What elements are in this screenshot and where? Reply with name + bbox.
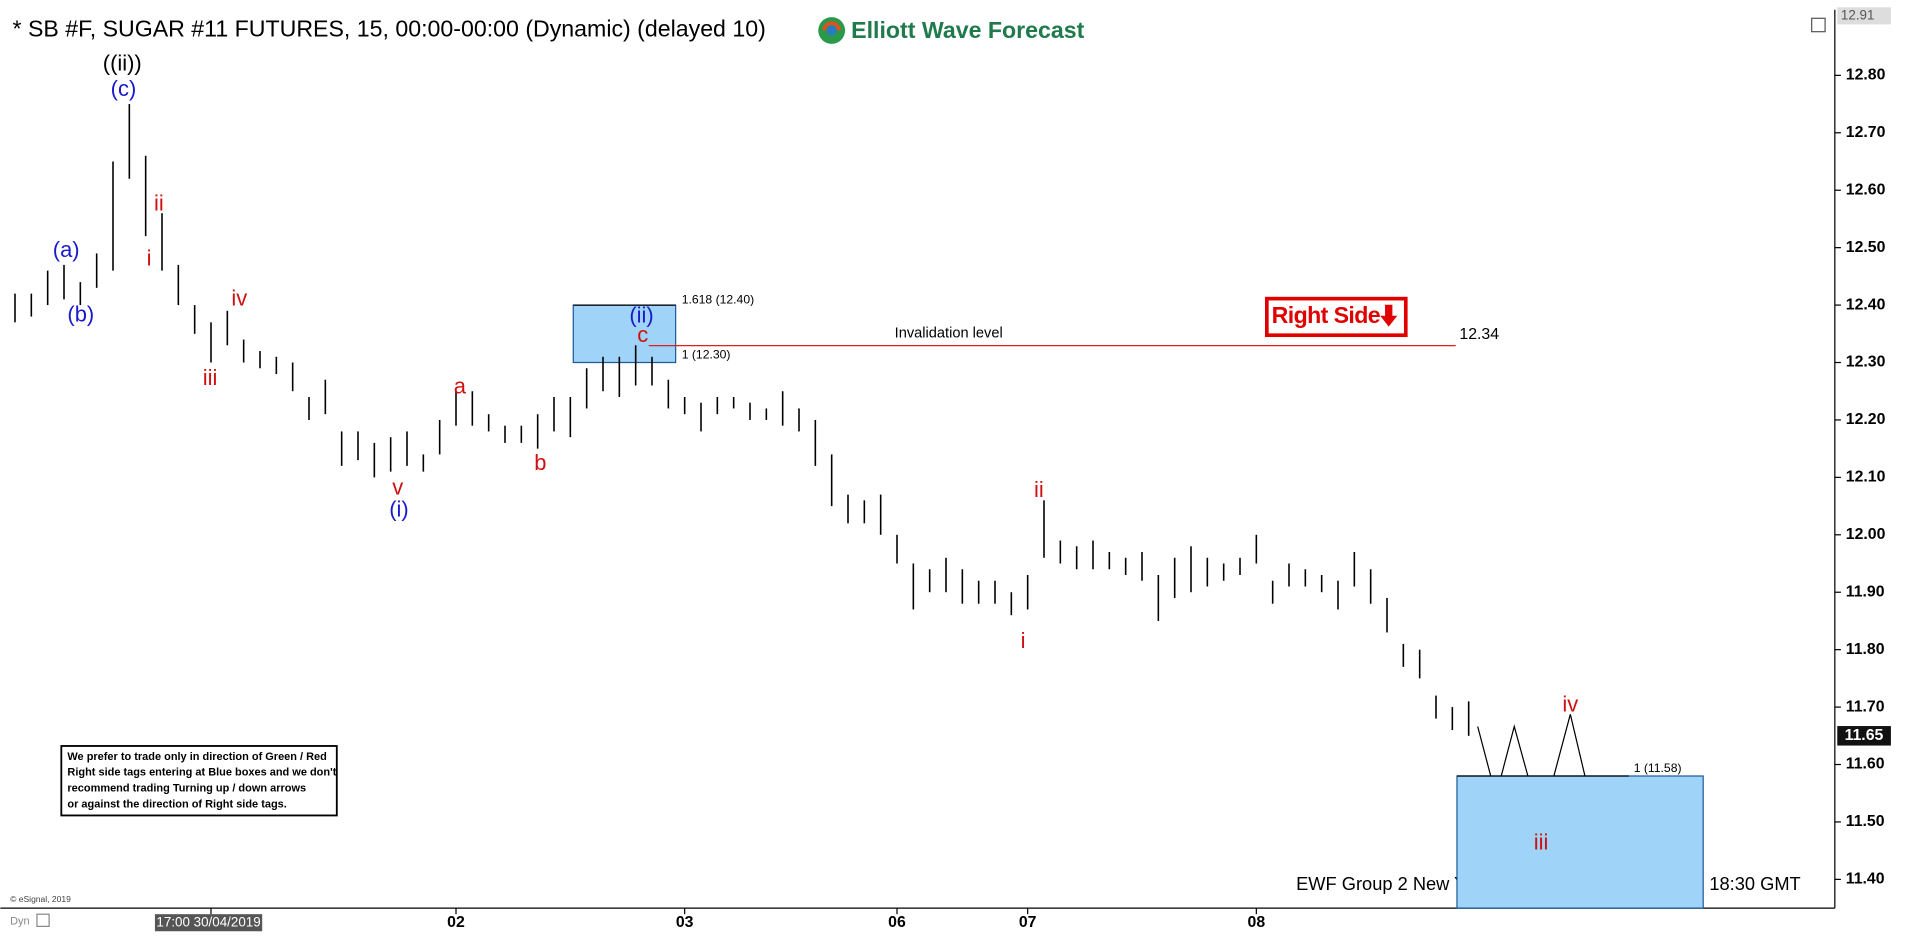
wave-label: (a) <box>53 237 80 262</box>
wave-label: (i) <box>389 497 408 522</box>
invalidation-text: Invalidation level <box>895 325 1003 341</box>
y-tick-label: 11.50 <box>1846 813 1885 830</box>
wave-label: ((ii)) <box>103 50 142 75</box>
fib-label: 1 (11.58) <box>1634 761 1682 775</box>
mode-label: Dyn <box>10 915 30 927</box>
y-tick-label: 12.80 <box>1846 67 1886 84</box>
logo: Elliott Wave Forecast <box>818 17 1085 44</box>
disclaimer: We prefer to trade only in direction of … <box>60 745 338 817</box>
wave-label: iii <box>1534 829 1549 854</box>
y-tick-label: 12.70 <box>1846 124 1886 141</box>
right-side-tag: Right Side <box>1264 296 1408 338</box>
x-tick-label: 06 <box>888 914 906 931</box>
wave-label: b <box>534 450 546 475</box>
disclaimer-line: Right side tags entering at Blue boxes a… <box>67 767 336 779</box>
wave-label: ii <box>154 191 164 216</box>
right-side-label: Right Side <box>1272 302 1381 328</box>
last-price-box <box>1837 726 1891 746</box>
brand: Elliott Wave Forecast <box>851 17 1084 43</box>
y-tick-label: 11.90 <box>1846 583 1885 600</box>
y-tick-label: 12.20 <box>1846 411 1886 428</box>
fib-label: 1.618 (12.40) <box>682 292 754 306</box>
y-tick-label: 12.30 <box>1846 354 1886 371</box>
wave-label: iv <box>231 286 247 311</box>
last-price-label: 11.65 <box>1845 727 1884 744</box>
wave-label: i <box>1021 628 1026 653</box>
top-price-box <box>1837 7 1891 25</box>
x-tick-label: 03 <box>676 914 694 931</box>
y-tick-label: 12.40 <box>1846 296 1886 313</box>
chart-title: * SB #F, SUGAR #11 FUTURES, 15, 00:00-00… <box>13 16 766 42</box>
wave-label: i <box>147 245 152 270</box>
y-tick-label: 11.70 <box>1846 698 1885 715</box>
y-tick-label: 11.80 <box>1846 641 1885 658</box>
top-price-label: 12.91 <box>1841 7 1875 22</box>
disclaimer-box <box>60 745 338 817</box>
y-tick-label: 12.00 <box>1846 526 1886 543</box>
wave-label: iii <box>203 365 218 390</box>
wave-label: c <box>637 322 648 347</box>
wave-label: v <box>392 475 403 500</box>
x-tick-label: 17:00 30/04/2019 <box>156 914 260 929</box>
wave-label: (ii) <box>629 303 653 328</box>
down-arrow <box>1380 304 1398 327</box>
y-tick-label: 12.50 <box>1846 239 1886 256</box>
y-tick-label: 12.60 <box>1846 181 1886 198</box>
window-icon[interactable] <box>1811 17 1826 33</box>
mode-icon[interactable] <box>36 913 50 927</box>
disclaimer-line: or against the direction of Right side t… <box>67 798 286 810</box>
x-tick-label: 02 <box>447 914 465 931</box>
invalidation-value: 12.34 <box>1459 326 1499 343</box>
wave-label: iv <box>1562 692 1578 717</box>
logo-icon <box>822 21 841 31</box>
wave-label: (b) <box>67 301 94 326</box>
wave-label: (c) <box>111 76 137 101</box>
y-tick-label: 11.40 <box>1846 871 1885 888</box>
copyright: © eSignal, 2019 <box>10 894 71 904</box>
y-tick-label: 11.60 <box>1846 756 1885 773</box>
y-tick-label: 12.10 <box>1846 469 1886 486</box>
crosshair-date-box <box>154 914 263 932</box>
x-tick-label: 08 <box>1248 914 1266 931</box>
blue-box <box>572 304 677 364</box>
disclaimer-line: We prefer to trade only in direction of … <box>67 751 326 763</box>
disclaimer-line: recommend trading Turning up / down arro… <box>67 783 306 795</box>
logo-icon <box>826 25 837 36</box>
wave-label: ii <box>1034 477 1044 502</box>
x-tick-label: 07 <box>1019 914 1037 931</box>
blue-box <box>1456 775 1704 909</box>
fib-label: 1 (12.30) <box>682 347 731 361</box>
wave-label: a <box>454 373 467 398</box>
